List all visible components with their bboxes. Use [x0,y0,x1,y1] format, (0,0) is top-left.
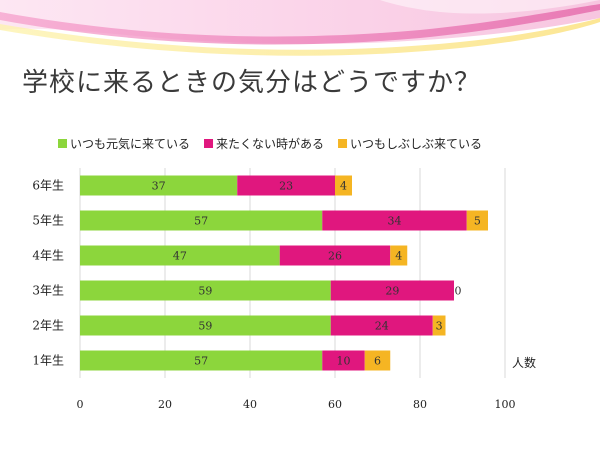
data-label: 24 [375,320,389,333]
bar-segment [432,315,446,336]
legend-label: いつも元気に来ている [70,136,190,151]
bar-segment [80,245,280,266]
category-label: 1年生 [32,354,64,368]
bar-segment [80,210,323,231]
data-label: 47 [173,250,187,263]
category-label: 6年生 [32,179,64,193]
x-tick-label: 100 [495,398,516,411]
bar-segment [279,245,391,266]
x-axis-ticks: 0 20 40 60 80 100 [77,398,516,411]
data-label: 4 [395,250,402,263]
data-label: 5 [474,215,481,228]
bar-segment [80,315,331,336]
data-label: 29 [385,285,399,298]
legend-swatch [58,139,67,148]
legend-swatch [338,139,348,148]
page-title: 学校に来るときの気分はどうですか？ [22,68,482,98]
category-label: 3年生 [32,284,64,298]
bar-segment [466,210,488,231]
bar-segment [80,175,238,196]
bar-segment [322,350,365,371]
data-label: 59 [198,320,212,333]
data-label: 10 [337,355,351,368]
data-label: 4 [340,180,347,193]
legend-label: いつもしぶしぶ来ている [350,137,482,151]
category-label: 4年生 [32,249,64,263]
x-tick-label: 80 [413,398,427,411]
bar-segment [335,175,352,196]
bar-segment [364,350,391,371]
legend-label: 来たくない時がある [216,136,324,151]
bar-segment [330,315,433,336]
data-label: 57 [194,355,208,368]
bar-segment [330,280,454,301]
x-tick-label: 0 [77,398,84,411]
data-label: 0 [455,285,462,298]
chart-gridlines [79,168,506,378]
data-label: 23 [279,180,293,193]
decorative-banner [0,0,600,70]
bar-segment [80,350,323,371]
chart-bars: 37 23 4 57 34 5 47 26 4 59 29 0 59 24 3 57 10 6 [80,175,488,371]
data-label: 57 [194,215,208,228]
category-labels: 6年生 5年生 4年生 3年生 2年生 1年生 [32,179,64,368]
legend-swatch [204,139,214,148]
bar-segment [80,280,331,301]
x-axis-unit-label: 人数 [512,355,536,370]
x-tick-label: 20 [158,398,172,411]
bar-segment [390,245,408,266]
data-label: 34 [388,215,402,228]
data-label: 6 [374,355,381,368]
data-label: 59 [198,285,212,298]
x-tick-label: 60 [328,398,342,411]
data-label: 3 [436,320,443,333]
bar-segment [322,210,467,231]
category-label: 2年生 [32,319,64,333]
chart-legend: いつも元気に来ている 来たくない時がある いつもしぶしぶ来ている [58,136,482,151]
bar-segment [237,175,335,196]
data-label: 26 [328,250,342,263]
category-label: 5年生 [32,214,64,228]
data-label: 37 [152,180,166,193]
x-tick-label: 40 [243,398,257,411]
